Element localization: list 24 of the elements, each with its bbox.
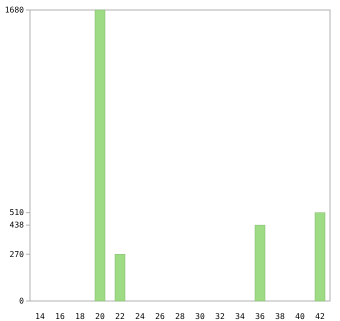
bar	[314, 212, 326, 302]
x-tick-label: 36	[255, 312, 265, 321]
y-tick-label: 0	[19, 296, 24, 306]
x-tick-label: 42	[315, 312, 325, 321]
x-tick-label: 38	[275, 312, 285, 321]
x-tick-label: 28	[175, 312, 185, 321]
y-tick-label: 1680	[4, 6, 24, 15]
y-tick-label: 510	[10, 208, 24, 218]
x-tick-label: 22	[115, 312, 125, 321]
bar	[94, 10, 106, 302]
x-tick-label: 14	[35, 312, 45, 321]
bar	[254, 224, 266, 302]
x-tick-label: 18	[75, 312, 85, 321]
bar	[114, 254, 126, 302]
x-tick-label: 32	[215, 312, 225, 321]
x-tick-label: 20	[95, 312, 105, 321]
x-tick-label: 26	[155, 312, 165, 321]
x-tick-label: 16	[55, 312, 65, 321]
y-tick-label: 270	[10, 250, 24, 259]
x-tick-label: 24	[135, 312, 145, 321]
x-tick-label: 40	[295, 312, 305, 321]
x-tick-label: 34	[235, 312, 245, 321]
y-tick-label: 438	[10, 220, 24, 230]
x-tick-label: 30	[195, 312, 205, 321]
